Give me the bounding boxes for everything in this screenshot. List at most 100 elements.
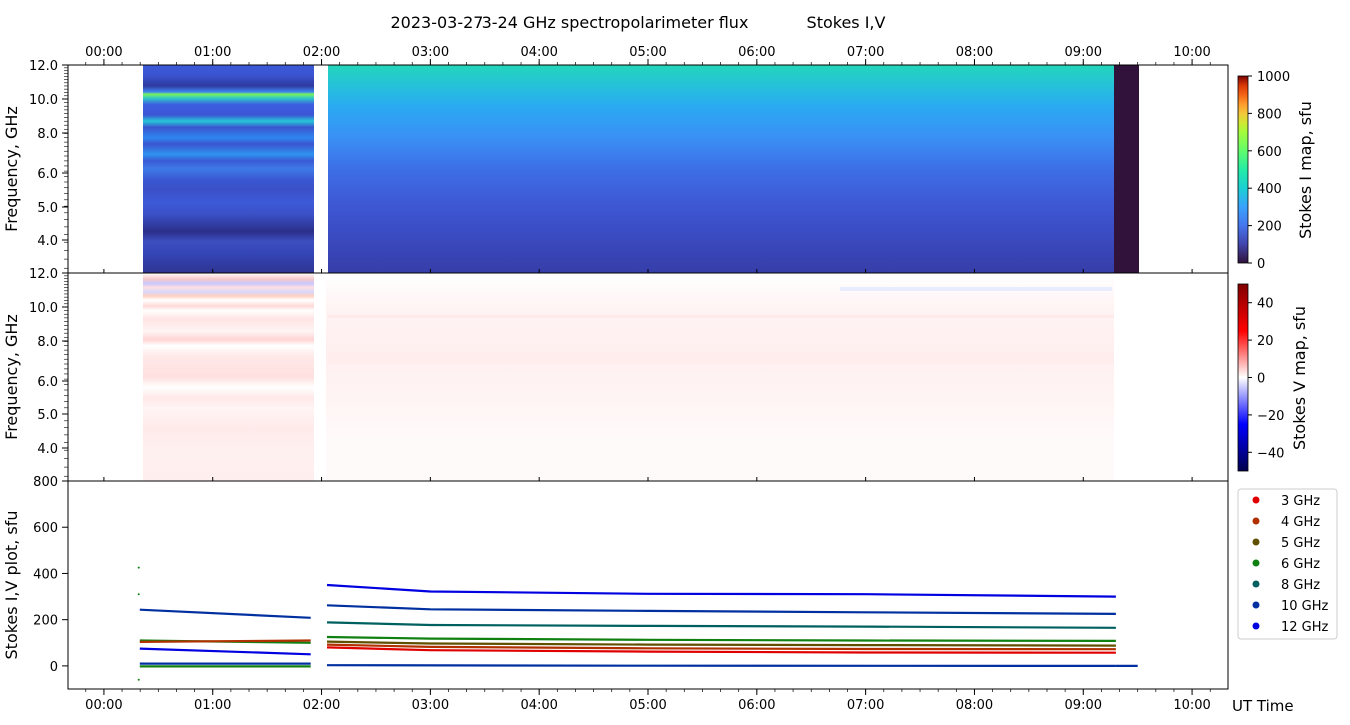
stokes-v-colorbar-label: Stokes V map, sfu <box>1290 306 1309 450</box>
stokes-plot-series <box>137 566 1138 681</box>
time-tick-label: 07:00 <box>847 698 884 713</box>
time-tick-label: 05:00 <box>629 45 666 60</box>
colorbar-tick-label: −20 <box>1257 409 1284 424</box>
time-tick-label: 10:00 <box>1173 698 1210 713</box>
stokes-i-colorbar: 0 200 400 600 800 1000 Stokes I map, sfu <box>1237 70 1315 272</box>
time-tick-label: 10:00 <box>1173 45 1210 60</box>
time-tick-label: 06:00 <box>738 698 775 713</box>
stokes-v-map-blue-band <box>840 287 1112 291</box>
time-tick-label: 02:00 <box>303 45 340 60</box>
series-line-12-ghz <box>326 664 1116 668</box>
time-tick-label: 02:00 <box>303 698 340 713</box>
time-tick-label: 01:00 <box>194 698 231 713</box>
legend-label: 3 GHz <box>1281 494 1320 509</box>
series-line-3-ghz <box>326 646 1116 654</box>
stokes-i-ytick-label: 10.0 <box>29 93 58 108</box>
stokes-i-map-segment-main <box>328 65 1114 273</box>
stokes-v-ytick-label: 5.0 <box>37 408 58 423</box>
time-tick-label: 07:00 <box>847 45 884 60</box>
legend-label: 12 GHz <box>1281 620 1329 635</box>
stokes-v-colorbar: 40 20 0 −20 −40 Stokes V map, sfu <box>1237 283 1309 472</box>
stokes-i-ytick-label: 5.0 <box>37 201 58 216</box>
stokes-i-minor-ticks <box>64 64 68 269</box>
plot-ytick-label: 800 <box>33 475 58 490</box>
stokes-v-ytick-label: 4.0 <box>37 442 58 457</box>
stokes-i-ytick-label: 12.0 <box>29 59 58 74</box>
time-tick-label: 05:00 <box>629 698 666 713</box>
legend-marker <box>1252 559 1260 567</box>
spike-point <box>137 593 140 596</box>
time-tick-label: 04:00 <box>520 698 557 713</box>
stokes-i-ylabel: Frequency, GHz <box>2 106 21 232</box>
stokes-plot-ylabel: Stokes I,V plot, sfu <box>2 511 21 660</box>
legend-label: 10 GHz <box>1281 599 1329 614</box>
series-line-4-ghz <box>139 639 311 643</box>
stokes-v-map-red-band <box>328 352 1114 364</box>
time-tick-label: 08:00 <box>956 698 993 713</box>
plot-ytick-label: 600 <box>33 521 58 536</box>
stokes-i-ytick-label: 8.0 <box>37 127 58 142</box>
legend-label: 5 GHz <box>1281 536 1320 551</box>
stokes-v-ytick-label: 8.0 <box>37 335 58 350</box>
series-line-6-ghz <box>326 635 1116 643</box>
legend-marker <box>1252 601 1260 609</box>
stokes-i-yticks: 12.0 10.0 8.0 6.0 5.0 4.0 <box>29 59 68 249</box>
legend-marker <box>1252 580 1260 588</box>
legend-marker <box>1252 538 1260 546</box>
title-instrument: 3-24 GHz spectropolarimeter flux <box>482 13 749 32</box>
stokes-i-colorbar-gradient <box>1237 75 1249 264</box>
series-line-10-ghz <box>326 604 1116 616</box>
time-tick-label: 01:00 <box>194 45 231 60</box>
legend-label: 4 GHz <box>1281 515 1320 530</box>
stokes-v-map-segment-main <box>326 273 1114 481</box>
stokes-v-yticks: 10.0 8.0 6.0 5.0 4.0 12.0 <box>29 267 68 457</box>
stokes-v-ytick-label: 6.0 <box>37 375 58 390</box>
stokes-i-ytick-label: 6.0 <box>37 167 58 182</box>
time-tick-label: 09:00 <box>1065 698 1102 713</box>
plot-ytick-label: 0 <box>50 660 58 675</box>
time-axis-label: UT Time <box>1232 697 1294 715</box>
plot-ytick-label: 200 <box>33 614 58 629</box>
stokes-v-colorbar-ticks: 40 20 0 −20 −40 <box>1248 297 1284 461</box>
chart-title: 2023-03-27 3-24 GHz spectropolarimeter f… <box>391 13 886 32</box>
stokes-plot-panel: 800 600 400 200 0 Stokes I,V plot, sfu <box>2 475 1229 690</box>
colorbar-tick-label: 40 <box>1257 297 1274 312</box>
stokes-v-ylabel: Frequency, GHz <box>2 314 21 440</box>
colorbar-tick-label: 600 <box>1257 145 1282 160</box>
stokes-v-map-segment-early <box>143 273 314 481</box>
stokes-plot-background <box>68 481 1228 689</box>
legend-label: 6 GHz <box>1281 557 1320 572</box>
series-line-8-ghz <box>326 621 1116 629</box>
plot-ytick-label: 400 <box>33 567 58 582</box>
legend-label: 8 GHz <box>1281 578 1320 593</box>
time-tick-label: 08:00 <box>956 45 993 60</box>
stokes-i-colorbar-ticks: 0 200 400 600 800 1000 <box>1248 70 1290 272</box>
time-axis-top: 00:00 01:00 02:00 03:00 04:00 05:00 06:00 07:00… <box>85 45 1211 481</box>
stokes-v-panel: 10.0 8.0 6.0 5.0 4.0 12.0 Frequency, GHz <box>2 267 1229 482</box>
colorbar-tick-label: 200 <box>1257 220 1282 235</box>
stokes-v-ytick-label: 10.0 <box>29 301 58 316</box>
series-line-10-ghz <box>139 608 311 619</box>
legend-items: 3 GHz 4 GHz 5 GHz 6 GHz 8 GHz 10 GHz 12 GHz <box>1252 494 1329 635</box>
time-tick-label: 04:00 <box>520 45 557 60</box>
colorbar-tick-label: 1000 <box>1257 70 1290 85</box>
stokes-i-colorbar-label: Stokes I map, sfu <box>1296 101 1315 239</box>
colorbar-tick-label: 800 <box>1257 107 1282 122</box>
time-tick-label: 09:00 <box>1065 45 1102 60</box>
title-date: 2023-03-27 <box>391 13 484 32</box>
stokes-v-minor-ticks <box>64 272 68 477</box>
spike-point <box>137 566 140 569</box>
time-tick-label: 00:00 <box>85 45 122 60</box>
stokes-plot-yticks: 800 600 400 200 0 <box>33 475 68 675</box>
legend: 3 GHz 4 GHz 5 GHz 6 GHz 8 GHz 10 GHz 12 GHz <box>1237 488 1338 640</box>
colorbar-tick-label: −40 <box>1257 446 1284 461</box>
stokes-v-colorbar-gradient <box>1237 283 1249 472</box>
stokes-v-map-red-band <box>328 315 1114 318</box>
stokes-v-ytick-label: 12.0 <box>29 267 58 282</box>
colorbar-tick-label: 20 <box>1257 334 1274 349</box>
spike-point <box>137 678 140 681</box>
series-line-4-ghz <box>326 643 1116 651</box>
title-params: Stokes I,V <box>807 13 886 32</box>
time-tick-label: 00:00 <box>85 698 122 713</box>
time-tick-label: 06:00 <box>738 45 775 60</box>
